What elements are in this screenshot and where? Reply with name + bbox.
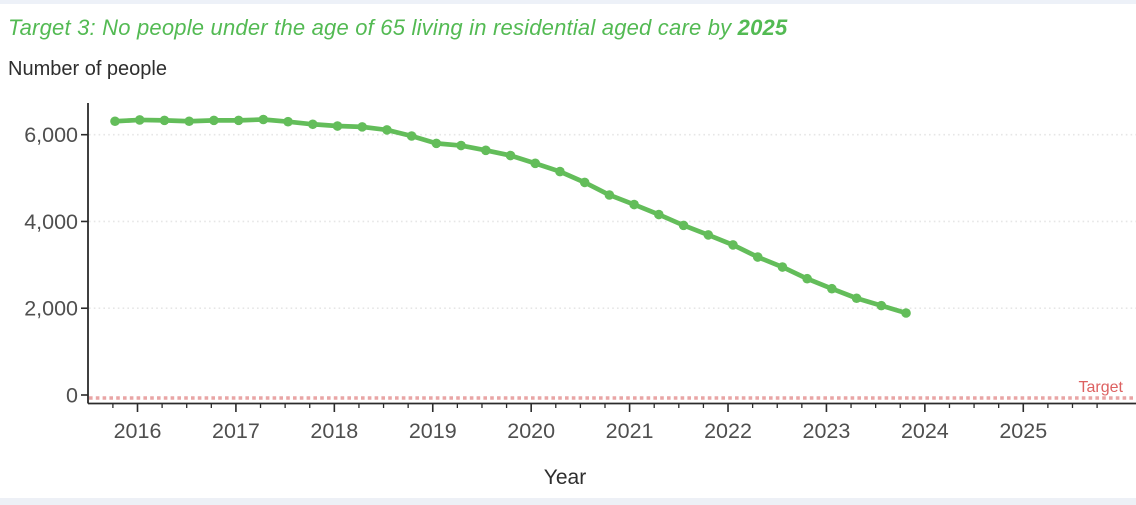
data-point-marker[interactable]: Jun 2021: 3,910 [678,220,689,231]
data-point-marker[interactable]: Jun 2020: 4,900 [579,177,590,188]
x-tick-label: 2018 [310,419,358,443]
data-point-marker[interactable]: Mar 2023: 2,230 [851,293,862,304]
x-tick-label: 2021 [606,419,654,443]
data-line[interactable] [112,117,909,316]
x-tick-label: 2019 [409,419,457,443]
data-point-marker[interactable]: Dec 2016: 6,330 [233,115,244,126]
data-point-marker[interactable]: Mar 2016: 6,330 [159,115,170,126]
data-point-marker[interactable]: Mar 2019: 5,750 [456,140,466,151]
data-point-marker[interactable]: Sep 2019: 5,520 [505,150,516,161]
data-point-marker[interactable]: Jun 2017: 6,300 [283,116,293,127]
x-tick-label: 2020 [507,419,555,443]
data-point-marker[interactable]: Dec 2017: 6,200 [332,121,343,131]
x-tick-label: 2016 [114,419,162,443]
data-point-marker[interactable]: Dec 2020: 4,390 [629,199,639,210]
data-point-marker[interactable]: Dec 2019: 5,340 [530,158,541,169]
chart-title-year: 2025 [737,15,788,40]
y-tick-label: 0 [66,384,78,408]
chart-title-text: Target 3: No people under the age of 65 … [8,15,738,40]
y-tick-label: 4,000 [24,210,78,234]
x-tick-label: 2024 [901,419,949,443]
data-point-marker[interactable]: Jun 2019: 5,640 [481,145,491,156]
x-axis-title: Year [543,466,587,489]
data-point-marker[interactable]: Dec 2021: 3,460 [728,240,738,250]
top-border-band [0,0,1136,4]
y-tick-label: 2,000 [24,297,78,321]
data-point-marker[interactable]: Dec 2015: 6,340 [134,115,145,125]
x-tick-label: 2025 [999,419,1047,443]
x-tick-label: 2023 [803,419,851,443]
data-point-marker[interactable]: Dec 2018: 5,800 [431,138,442,149]
data-point-marker[interactable]: Mar 2021: 4,160 [654,209,664,220]
x-tick-label: 2017 [212,419,260,443]
data-point-marker[interactable]: Jun 2023: 2,060 [876,300,887,311]
data-point-marker[interactable]: Sep 2015: 6,310 [110,116,120,127]
data-point-marker[interactable]: Mar 2020: 5,150 [555,166,565,177]
data-point-marker[interactable]: Dec 2022: 2,450 [827,283,837,294]
y-tick-label: 6,000 [24,123,78,147]
data-point-marker[interactable]: Jun 2022: 2,950 [777,262,788,272]
bottom-border-band [0,498,1136,505]
chart-title: Target 3: No people under the age of 65 … [8,14,1128,42]
data-point-marker[interactable]: Jun 2018: 6,110 [382,125,392,135]
data-point-marker[interactable]: Sep 2020: 4,610 [604,190,615,200]
data-point-marker[interactable]: Sep 2023: 1,890 [901,308,911,318]
data-point-marker[interactable]: Sep 2022: 2,680 [802,273,812,284]
data-point-marker[interactable]: Mar 2022: 3,180 [752,252,763,262]
data-point-marker[interactable]: Sep 2018: 5,970 [406,131,417,141]
x-tick-label: 2022 [704,419,752,443]
data-point-marker[interactable]: Sep 2021: 3,690 [703,230,714,240]
target-line-label: Target [1079,379,1124,396]
data-point-marker[interactable]: Mar 2018: 6,180 [357,122,368,132]
data-point-marker[interactable]: Sep 2017: 6,240 [307,119,318,130]
data-point-marker[interactable]: Jun 2016: 6,310 [184,116,194,127]
data-point-marker[interactable]: Mar 2017: 6,350 [258,114,269,125]
y-axis-title: Number of people [8,58,167,80]
data-point-marker[interactable]: Sep 2016: 6,330 [209,115,219,126]
